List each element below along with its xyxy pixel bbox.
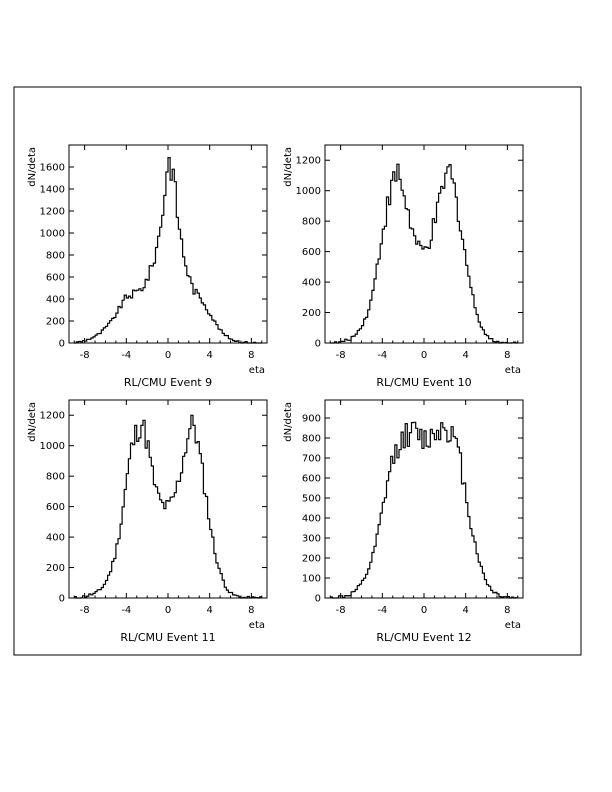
y-tick-label: 200 [302, 554, 321, 565]
y-tick-label: 800 [302, 217, 321, 228]
y-tick-label: 600 [302, 247, 321, 258]
x-tick-label: 8 [248, 605, 254, 616]
x-tick-label: 4 [462, 605, 468, 616]
y-tick-label: 400 [302, 514, 321, 525]
x-tick-label: 0 [165, 605, 171, 616]
y-axis-label: dN/deta [283, 402, 294, 442]
x-axis-label: eta [249, 620, 265, 631]
x-tick-label: 8 [504, 350, 510, 361]
x-tick-label: -4 [377, 350, 387, 361]
x-tick-label: -8 [336, 605, 346, 616]
x-axis-label: eta [505, 365, 521, 376]
x-axis-label: eta [505, 620, 521, 631]
histogram-line [330, 421, 518, 599]
panel-title: RL/CMU Event 9 [124, 376, 212, 389]
x-axis-label: eta [249, 365, 265, 376]
y-tick-label: 600 [46, 502, 65, 513]
x-tick-label: 4 [462, 350, 468, 361]
y-tick-label: 500 [302, 494, 321, 505]
y-tick-label: 1200 [40, 411, 65, 422]
histogram-line [74, 414, 262, 599]
y-tick-label: 200 [46, 563, 65, 574]
y-tick-label: 400 [46, 295, 65, 306]
x-tick-label: -4 [377, 605, 387, 616]
x-tick-label: -4 [121, 605, 131, 616]
y-tick-label: 1600 [40, 163, 65, 174]
y-tick-label: 800 [46, 251, 65, 262]
x-tick-label: 4 [206, 605, 212, 616]
plot-frame [324, 144, 524, 344]
y-tick-label: 1000 [40, 441, 65, 452]
y-tick-label: 1400 [40, 185, 65, 196]
y-tick-label: 800 [302, 434, 321, 445]
y-tick-label: 1000 [296, 186, 321, 197]
histogram-line [330, 163, 518, 344]
plot-frame [68, 399, 268, 599]
y-tick-label: 100 [302, 574, 321, 585]
y-axis-label: dN/deta [283, 147, 294, 187]
x-tick-label: 0 [421, 350, 427, 361]
y-tick-label: 1000 [40, 229, 65, 240]
y-tick-label: 200 [46, 317, 65, 328]
panel-title: RL/CMU Event 10 [376, 376, 471, 389]
x-tick-label: 0 [421, 605, 427, 616]
y-tick-label: 0 [315, 339, 321, 350]
y-tick-label: 0 [59, 594, 65, 605]
y-tick-label: 0 [59, 339, 65, 350]
panel-title: RL/CMU Event 12 [376, 631, 471, 644]
y-tick-label: 0 [315, 594, 321, 605]
x-tick-label: 0 [165, 350, 171, 361]
y-tick-label: 400 [46, 533, 65, 544]
x-tick-label: -8 [80, 350, 90, 361]
y-axis-label: dN/deta [27, 402, 38, 442]
y-tick-label: 300 [302, 534, 321, 545]
y-tick-label: 600 [302, 474, 321, 485]
y-tick-label: 800 [46, 472, 65, 483]
histogram-panel: -8 -4 0 4 8 0 200 400 600 800 1000 1200 1400 1600dN/d… [27, 144, 268, 389]
plot-frame [324, 399, 524, 599]
histogram-panels: -8 -4 0 4 802004006008001000120014001600dN/d… [27, 144, 524, 644]
y-tick-label: 900 [302, 414, 321, 425]
x-tick-label: 8 [504, 605, 510, 616]
x-tick-label: 8 [248, 350, 254, 361]
y-tick-label: 1200 [40, 207, 65, 218]
y-tick-label: 1200 [296, 156, 321, 167]
figure-border [13, 86, 582, 656]
x-tick-label: -8 [336, 350, 346, 361]
x-tick-label: -4 [121, 350, 131, 361]
y-tick-label: 400 [302, 278, 321, 289]
histogram-panel: -8 -4 0 4 8 0 100 200 300 400 500 600 700 800 900 dN/de… [283, 399, 524, 644]
plot-frame [68, 144, 268, 344]
y-tick-label: 700 [302, 454, 321, 465]
x-tick-label: 4 [206, 350, 212, 361]
x-tick-label: -8 [80, 605, 90, 616]
y-tick-label: 600 [46, 273, 65, 284]
panel-title: RL/CMU Event 11 [120, 631, 215, 644]
histogram-line [74, 157, 262, 344]
y-axis-label: dN/deta [27, 147, 38, 187]
y-tick-label: 200 [302, 308, 321, 319]
